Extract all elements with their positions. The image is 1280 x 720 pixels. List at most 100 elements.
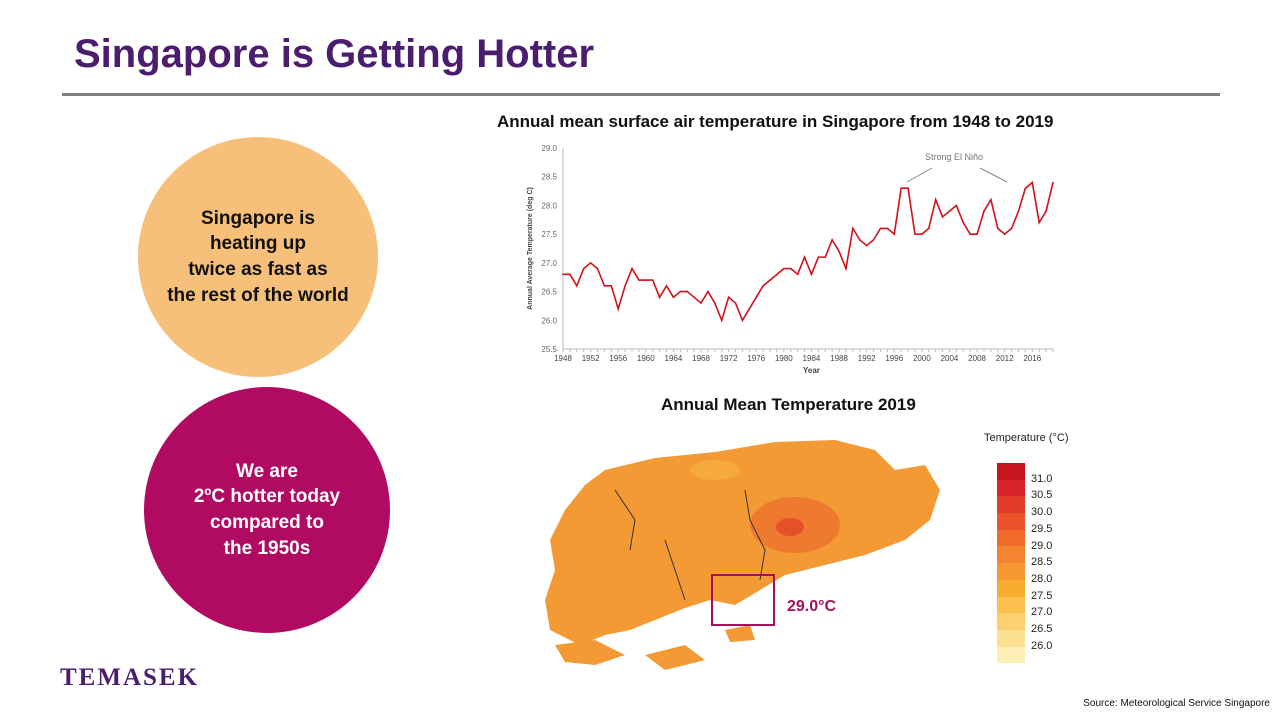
- x-tick-label: 1972: [720, 354, 738, 363]
- y-tick-label: 29.0: [541, 144, 557, 153]
- legend-label: 28.0: [1031, 572, 1053, 585]
- data-point: [934, 198, 937, 201]
- data-point: [886, 227, 889, 230]
- y-tick-label: 28.5: [541, 173, 557, 182]
- data-point: [783, 267, 785, 270]
- data-point: [955, 204, 958, 207]
- fact-line: compared to: [209, 512, 324, 533]
- data-point: [852, 227, 854, 230]
- legend-swatch: [997, 629, 1025, 647]
- legend-swatch: [997, 529, 1025, 547]
- x-tick-label: 1968: [692, 354, 710, 363]
- data-point: [789, 267, 792, 270]
- legend-label: 30.0: [1031, 506, 1053, 519]
- data-point: [921, 233, 923, 235]
- x-tick-label: 1980: [775, 354, 793, 363]
- data-point: [948, 210, 951, 212]
- source-note: Source: Meteorological Service Singapore: [1083, 698, 1270, 709]
- x-tick-label: 2004: [941, 354, 959, 363]
- data-point: [1003, 233, 1006, 235]
- data-point: [996, 227, 999, 230]
- data-point: [582, 267, 585, 270]
- data-point: [610, 285, 613, 287]
- data-point: [562, 273, 564, 276]
- legend-swatch: [997, 479, 1025, 497]
- x-tick-label: 1952: [582, 354, 600, 363]
- data-point: [569, 273, 571, 276]
- legend-label: 27.5: [1031, 589, 1053, 602]
- data-point: [941, 216, 944, 218]
- data-point: [679, 290, 682, 293]
- x-tick-label: 1984: [803, 354, 821, 363]
- legend-label: 29.5: [1031, 522, 1053, 535]
- data-point: [962, 221, 965, 224]
- y-tick-label: 25.5: [541, 345, 557, 354]
- fact-line: the rest of the world: [167, 284, 349, 306]
- data-point: [900, 187, 902, 189]
- x-tick-label: 2008: [968, 354, 986, 363]
- temperature-series: [563, 180, 1054, 323]
- data-point: [631, 267, 633, 270]
- data-point: [796, 273, 799, 276]
- data-point: [990, 198, 992, 201]
- data-point: [907, 187, 909, 189]
- legend-swatch: [997, 613, 1025, 630]
- x-tick-label: 1976: [747, 354, 765, 363]
- legend-label: 30.5: [1031, 489, 1053, 502]
- highlight-box: [711, 574, 775, 626]
- data-point: [624, 285, 626, 287]
- data-point: [810, 273, 813, 276]
- data-point: [665, 285, 668, 287]
- x-tick-label: 2012: [996, 354, 1014, 363]
- title-divider: [62, 93, 1220, 96]
- hotter-fact-circle: We are 2ºC hotter today compared to the 195…: [144, 387, 390, 633]
- y-tick-label: 26.5: [541, 288, 557, 297]
- legend-title: Temperature (°C): [984, 432, 1069, 444]
- data-point: [645, 279, 647, 281]
- data-point: [1024, 187, 1027, 189]
- data-point: [769, 279, 771, 281]
- data-point: [893, 233, 896, 235]
- temperature-line-chart: 25.5 26.0 26.5 27.0 27.5 28.0 28.5 29.0 1948 1952…: [527, 144, 1054, 375]
- legend-label: 31.0: [1031, 472, 1053, 485]
- fact-line: We are: [236, 460, 298, 482]
- x-tick-label: 1956: [609, 354, 627, 363]
- data-point: [734, 302, 737, 304]
- data-point: [1045, 210, 1047, 212]
- data-point: [865, 244, 868, 247]
- data-point: [817, 256, 820, 258]
- data-point: [651, 279, 654, 281]
- fact-line: 2ºC hotter today: [193, 486, 341, 508]
- y-axis-label: Annual Average Temperature (deg C): [527, 187, 534, 310]
- data-point: [707, 290, 709, 293]
- y-tick-label: 28.0: [541, 201, 557, 210]
- highlight-temperature: 29.0°C: [787, 598, 837, 615]
- x-tick-label: 2000: [913, 354, 931, 363]
- data-point: [914, 233, 916, 235]
- legend-label: 27.0: [1031, 606, 1053, 619]
- data-point: [1031, 181, 1034, 184]
- data-point: [824, 256, 827, 258]
- legend-label: 29.0: [1031, 539, 1053, 552]
- x-tick-label: 1948: [554, 354, 572, 363]
- data-point: [603, 285, 606, 287]
- data-point: [803, 256, 806, 258]
- data-point: [838, 250, 840, 253]
- data-point: [686, 290, 689, 293]
- map-title: Annual Mean Temperature 2019: [661, 395, 916, 414]
- fact-line: the 1950s: [223, 537, 311, 559]
- data-point: [983, 210, 985, 212]
- x-tick-label: 1996: [885, 354, 903, 363]
- el-nino-annotation: Strong El Niño: [925, 152, 983, 162]
- y-tick-label: 26.0: [541, 316, 557, 325]
- y-tick-label: 27.0: [541, 259, 557, 268]
- annotation-arrow: [906, 167, 933, 183]
- singapore-island: [545, 440, 940, 645]
- data-point: [879, 227, 882, 230]
- fact-line: twice as fast as: [188, 259, 328, 280]
- rivers: [614, 489, 766, 601]
- data-point: [720, 319, 723, 322]
- data-point: [755, 296, 758, 299]
- legend-swatch: [997, 513, 1025, 530]
- x-axis-label: Year: [803, 366, 820, 375]
